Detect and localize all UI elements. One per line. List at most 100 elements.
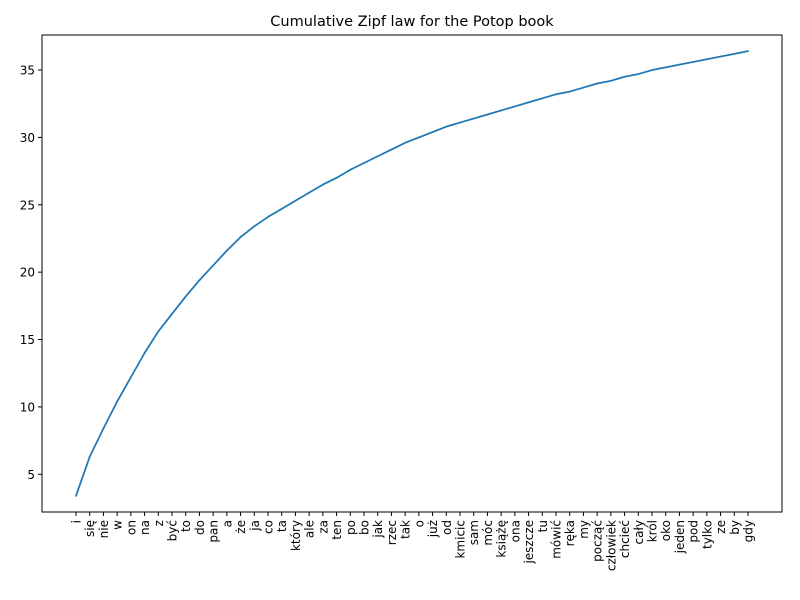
x-tick-label: pod bbox=[687, 520, 701, 543]
data-point bbox=[445, 125, 448, 128]
x-tick-label: to bbox=[179, 520, 193, 532]
x-tick-label: my bbox=[577, 520, 591, 539]
x-tick-label: mówić bbox=[550, 520, 564, 559]
y-tick-label: 30 bbox=[20, 131, 35, 145]
data-point bbox=[623, 75, 626, 78]
data-point bbox=[486, 113, 489, 116]
x-tick-label: kmicic bbox=[454, 520, 468, 559]
series-line bbox=[75, 50, 749, 497]
x-tick-label: rzec bbox=[385, 520, 399, 545]
data-point bbox=[609, 79, 612, 82]
x-tick-label: cały bbox=[632, 520, 646, 544]
x-tick-label: on bbox=[124, 520, 138, 535]
data-point bbox=[239, 236, 242, 239]
x-tick-label: już bbox=[426, 520, 440, 538]
x-tick-label: chcieć bbox=[618, 520, 632, 558]
x-tick-label: by bbox=[728, 520, 742, 535]
y-tick-label: 10 bbox=[20, 400, 35, 414]
data-point bbox=[390, 148, 393, 151]
x-tick-label: człowiek bbox=[604, 520, 618, 571]
data-point bbox=[376, 155, 379, 158]
chart-title: Cumulative Zipf law for the Potop book bbox=[270, 14, 554, 30]
x-tick-label: a bbox=[220, 520, 234, 527]
data-point bbox=[596, 82, 599, 85]
x-tick-label: ta bbox=[275, 520, 289, 532]
x-tick-label: móc bbox=[481, 520, 495, 546]
x-tick-label: nie bbox=[97, 520, 111, 538]
x-tick-label: ona bbox=[508, 520, 522, 542]
x-tick-label: za bbox=[316, 520, 330, 534]
x-tick-label: tak bbox=[399, 520, 413, 539]
data-point bbox=[527, 101, 530, 104]
x-tick-label: że bbox=[234, 520, 248, 534]
data-point bbox=[129, 376, 132, 379]
data-point bbox=[102, 427, 105, 430]
x-tick-label: oko bbox=[659, 520, 673, 541]
data-point bbox=[513, 105, 516, 108]
data-point bbox=[184, 295, 187, 298]
data-point bbox=[321, 183, 324, 186]
data-point bbox=[198, 279, 201, 282]
x-tick-label: co bbox=[262, 520, 276, 534]
data-point bbox=[171, 313, 173, 315]
y-tick-label: 5 bbox=[27, 468, 35, 482]
x-tick-label: ale bbox=[303, 520, 317, 538]
data-point bbox=[212, 264, 215, 267]
y-tick-label: 20 bbox=[20, 266, 35, 280]
plot-area: 5 10 15 20 25 30 35 i się nie w on na z być to do pan a że… bbox=[20, 34, 783, 571]
data-point bbox=[692, 61, 695, 63]
data-point bbox=[294, 199, 297, 202]
x-tick-label: z bbox=[152, 520, 166, 526]
axes-frame bbox=[41, 34, 783, 513]
x-tick-label: i bbox=[70, 520, 84, 523]
data-point bbox=[157, 330, 160, 333]
y-tick-label: 35 bbox=[20, 64, 35, 78]
x-tick-label: począć bbox=[591, 520, 605, 562]
y-tick-label: 25 bbox=[20, 198, 35, 212]
x-tick-label: tu bbox=[536, 520, 550, 532]
data-point bbox=[747, 50, 749, 53]
data-point bbox=[253, 225, 256, 228]
x-tick-label: bo bbox=[358, 520, 372, 535]
x-tick-label: się bbox=[83, 520, 97, 537]
data-point bbox=[472, 117, 475, 120]
x-tick-label: jeden bbox=[673, 520, 687, 554]
data-point bbox=[308, 191, 311, 194]
x-tick-label: pan bbox=[207, 520, 221, 543]
series-layer bbox=[75, 50, 749, 497]
data-point bbox=[541, 97, 544, 100]
data-point bbox=[705, 58, 708, 61]
data-point bbox=[459, 121, 461, 124]
data-point bbox=[733, 52, 736, 55]
x-tick-label: książę bbox=[495, 520, 509, 558]
data-point bbox=[363, 162, 365, 164]
x-tick-label: ręka bbox=[563, 520, 577, 546]
x-tick-label: od bbox=[440, 520, 454, 535]
x-tick-label: jeszcze bbox=[522, 520, 536, 565]
x-tick-label: po bbox=[344, 520, 358, 535]
x-tick-label: tylko bbox=[700, 520, 714, 549]
data-point bbox=[568, 90, 571, 93]
x-tick-label: gdy bbox=[742, 520, 756, 542]
x-tick-label: być bbox=[166, 520, 180, 541]
x-tick-label: na bbox=[138, 520, 152, 535]
data-point bbox=[637, 73, 640, 75]
x-tick-label: ze bbox=[714, 520, 728, 534]
data-point bbox=[417, 136, 420, 139]
x-tick-label: sam bbox=[467, 520, 481, 545]
data-point bbox=[719, 55, 722, 58]
data-point bbox=[582, 86, 585, 89]
x-tick-label: który bbox=[289, 520, 303, 551]
data-point bbox=[349, 168, 352, 171]
data-point bbox=[116, 400, 119, 403]
data-point bbox=[280, 207, 283, 210]
data-point bbox=[500, 109, 503, 112]
x-axis: i się nie w on na z być to do pan a że ja co ta który ale… bbox=[70, 512, 756, 571]
data-point bbox=[664, 66, 667, 69]
data-point bbox=[88, 455, 91, 458]
data-point bbox=[678, 63, 681, 66]
data-point bbox=[267, 216, 269, 218]
data-point bbox=[555, 93, 557, 96]
x-tick-label: król bbox=[646, 520, 660, 542]
